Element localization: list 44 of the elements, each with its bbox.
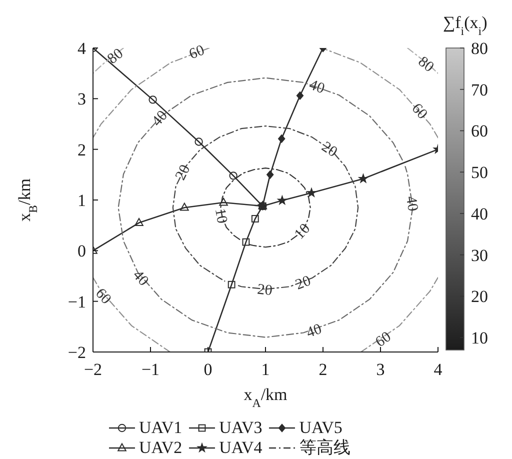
x-tick-label: 1	[261, 360, 270, 379]
annotation: 40	[149, 108, 172, 130]
legend-label: UAV5	[299, 418, 342, 438]
color-bar-label: 50	[471, 163, 488, 182]
color-bar-label: 80	[471, 38, 488, 58]
color-bar-label: 60	[471, 122, 488, 141]
legend-label: UAV1	[139, 418, 182, 438]
annotation: 60	[408, 100, 430, 123]
y-tick-label: −2	[68, 342, 86, 362]
annotation: 60	[372, 329, 394, 351]
color-bar-title: ∑f$_{i}$(x$_{i}$)	[443, 12, 488, 38]
y-tick-label: 4	[78, 38, 86, 58]
x-tick-label: 2	[318, 360, 328, 379]
y-tick-label: 1	[78, 190, 86, 210]
legend-label: UAV4	[219, 438, 262, 458]
annotation: 20	[293, 273, 314, 294]
x-tick-label: −1	[141, 360, 160, 379]
legend-label: UAV3	[219, 418, 262, 438]
annotation: 40	[402, 195, 421, 212]
color-bar-label: 20	[471, 287, 488, 306]
annotation: 40	[304, 321, 324, 342]
annotation: 80	[104, 46, 126, 68]
annotation: 40	[129, 267, 152, 290]
color-bar-label: 30	[471, 246, 488, 265]
annotation: 40	[307, 77, 327, 98]
legend-label: 等高线	[299, 438, 350, 458]
annotation: 60	[92, 286, 114, 308]
y-tick-label: −1	[68, 292, 86, 312]
color-bar-label: 70	[471, 80, 488, 100]
x-tick-label: 0	[204, 360, 212, 379]
y-tick-label: 2	[78, 140, 86, 160]
annotation: 60	[187, 42, 207, 63]
x-axis-title: x$_{A}$/km	[244, 384, 288, 410]
color-bar-label: 40	[471, 204, 488, 224]
annotation: 20	[318, 139, 340, 161]
x-tick-label: 4	[434, 360, 443, 379]
annotation: 20	[172, 162, 194, 183]
y-tick-label: 0	[78, 242, 86, 261]
annotation: 20	[256, 282, 274, 300]
y-tick-label: 3	[78, 90, 86, 109]
color-bar-label: 10	[471, 328, 488, 348]
annotation: 80	[414, 54, 437, 76]
x-tick-label: 3	[376, 360, 385, 379]
legend-label: UAV2	[139, 438, 182, 458]
